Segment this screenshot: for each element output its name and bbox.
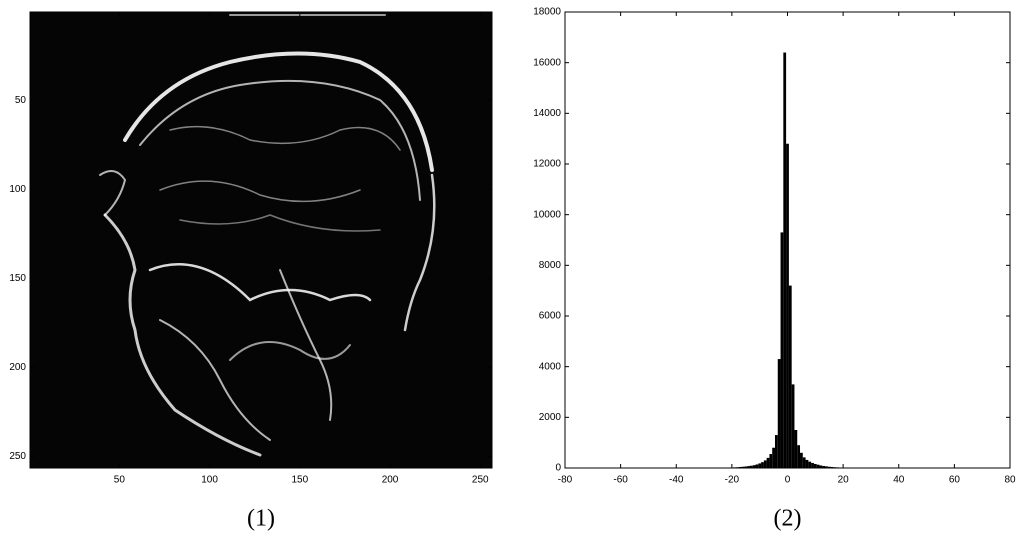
x-tick-label: 60 xyxy=(949,475,961,486)
bar xyxy=(822,465,826,468)
x-tick-label: 150 xyxy=(291,475,308,486)
bar xyxy=(788,285,792,468)
y-tick-label: 8000 xyxy=(539,260,562,271)
bar xyxy=(797,445,801,468)
y-tick-label: 250 xyxy=(9,451,26,462)
bar xyxy=(791,384,795,468)
bar xyxy=(800,452,803,468)
bar xyxy=(733,467,737,468)
edge-image xyxy=(99,14,436,457)
x-tick-label: 250 xyxy=(472,475,489,486)
bar xyxy=(763,460,767,468)
y-tick-label: 0 xyxy=(555,463,561,474)
bar xyxy=(755,464,759,468)
bar xyxy=(766,457,770,468)
bar xyxy=(772,447,775,468)
bar xyxy=(805,459,809,468)
bar xyxy=(802,457,806,468)
x-tick-label: 200 xyxy=(382,475,399,486)
bar xyxy=(777,359,781,468)
bar xyxy=(838,467,842,468)
bar xyxy=(808,461,812,468)
bar xyxy=(769,454,773,468)
bar xyxy=(833,467,837,468)
bar xyxy=(738,466,742,468)
y-tick-label: 6000 xyxy=(539,311,562,322)
x-tick-label: 0 xyxy=(785,475,791,486)
y-tick-label: 18000 xyxy=(533,7,561,18)
y-tick-label: 4000 xyxy=(539,361,562,372)
bar xyxy=(741,466,745,468)
y-tick-label: 50 xyxy=(15,95,27,106)
axes-box xyxy=(29,11,493,469)
x-tick-label: 50 xyxy=(114,475,126,486)
y-tick-label: 12000 xyxy=(533,159,561,170)
y-tick-label: 100 xyxy=(9,184,26,195)
y-tick-label: 150 xyxy=(9,273,26,284)
bar xyxy=(794,430,798,468)
bar xyxy=(747,466,750,468)
bar xyxy=(813,463,817,468)
bar xyxy=(749,465,753,468)
bar xyxy=(736,467,739,468)
bar xyxy=(830,466,834,468)
y-tick-label: 2000 xyxy=(539,412,562,423)
caption: (1) xyxy=(247,506,275,532)
caption: (2) xyxy=(774,506,802,532)
bar xyxy=(819,465,823,468)
bar xyxy=(836,467,839,468)
y-tick-label: 10000 xyxy=(533,209,561,220)
bar xyxy=(752,465,756,468)
x-tick-label: -20 xyxy=(725,475,740,486)
image-panel xyxy=(29,11,493,469)
y-tick-label: 16000 xyxy=(533,57,561,68)
bar xyxy=(774,435,778,468)
bar xyxy=(744,466,748,468)
y-tick-label: 14000 xyxy=(533,108,561,119)
bar xyxy=(811,462,814,468)
bar xyxy=(780,232,784,468)
bar xyxy=(783,52,787,469)
x-tick-label: -60 xyxy=(613,475,628,486)
bar xyxy=(816,464,820,468)
bar xyxy=(827,466,831,468)
y-tick-label: 200 xyxy=(9,362,26,373)
x-tick-label: 40 xyxy=(893,475,905,486)
bar xyxy=(761,462,764,468)
x-tick-label: -40 xyxy=(669,475,684,486)
x-tick-label: 20 xyxy=(838,475,850,486)
bar xyxy=(758,463,762,468)
bar xyxy=(786,143,789,468)
image xyxy=(30,12,492,468)
x-tick-label: 100 xyxy=(201,475,218,486)
bar xyxy=(825,466,828,468)
x-tick-label: -80 xyxy=(558,475,573,486)
x-tick-label: 80 xyxy=(1004,475,1016,486)
